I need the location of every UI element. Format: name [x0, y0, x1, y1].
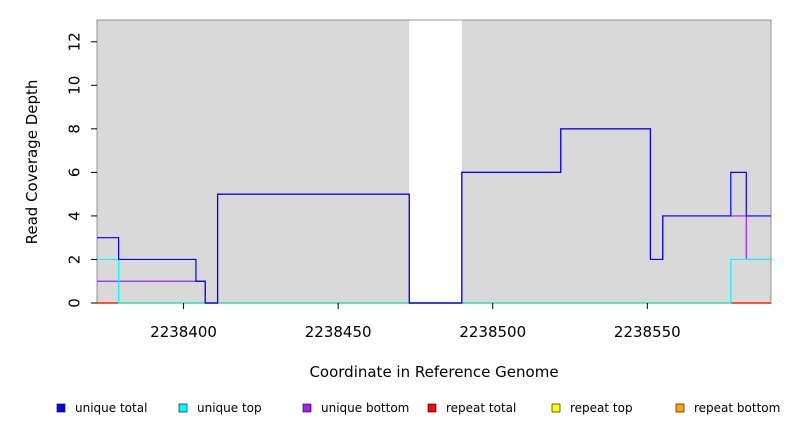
legend-swatch — [178, 403, 188, 413]
series-layer — [97, 128, 771, 304]
y-tick-label: 6 — [66, 168, 84, 178]
legend-swatch — [427, 403, 437, 413]
legend-label: unique total — [75, 401, 147, 415]
y-tick-label: 10 — [66, 76, 84, 95]
legend-label: unique bottom — [321, 401, 409, 415]
legend-swatch — [675, 403, 685, 413]
legend-label: repeat bottom — [694, 401, 780, 415]
y-tick-label: 12 — [66, 32, 84, 51]
y-tick-label: 2 — [66, 255, 84, 265]
legend-swatch — [302, 403, 312, 413]
x-tick-label: 2238400 — [150, 323, 217, 341]
x-tick-label: 2238500 — [459, 323, 526, 341]
legend-label: repeat top — [570, 401, 633, 415]
legend-label: unique top — [197, 401, 262, 415]
x-axis-title: Coordinate in Reference Genome — [309, 363, 558, 381]
legend-swatch — [56, 403, 66, 413]
y-axis-title: Read Coverage Depth — [23, 80, 41, 245]
y-tick-label: 4 — [66, 211, 84, 221]
legend-swatch — [551, 403, 561, 413]
plot-background — [96, 19, 772, 304]
x-tick-label: 2238450 — [305, 323, 372, 341]
series-line-unique-total — [97, 128, 771, 304]
y-tick-label: 0 — [66, 298, 84, 308]
legend-label: repeat total — [446, 401, 516, 415]
legend: unique total unique top unique bottom repea… — [56, 401, 780, 415]
axes-layer: 2238400 2238450 2238500 2238550 0 2 4 6 8 10 12 — [66, 32, 681, 341]
y-tick-label: 8 — [66, 124, 84, 134]
x-tick-label: 2238550 — [614, 323, 681, 341]
gap-region — [409, 20, 462, 303]
